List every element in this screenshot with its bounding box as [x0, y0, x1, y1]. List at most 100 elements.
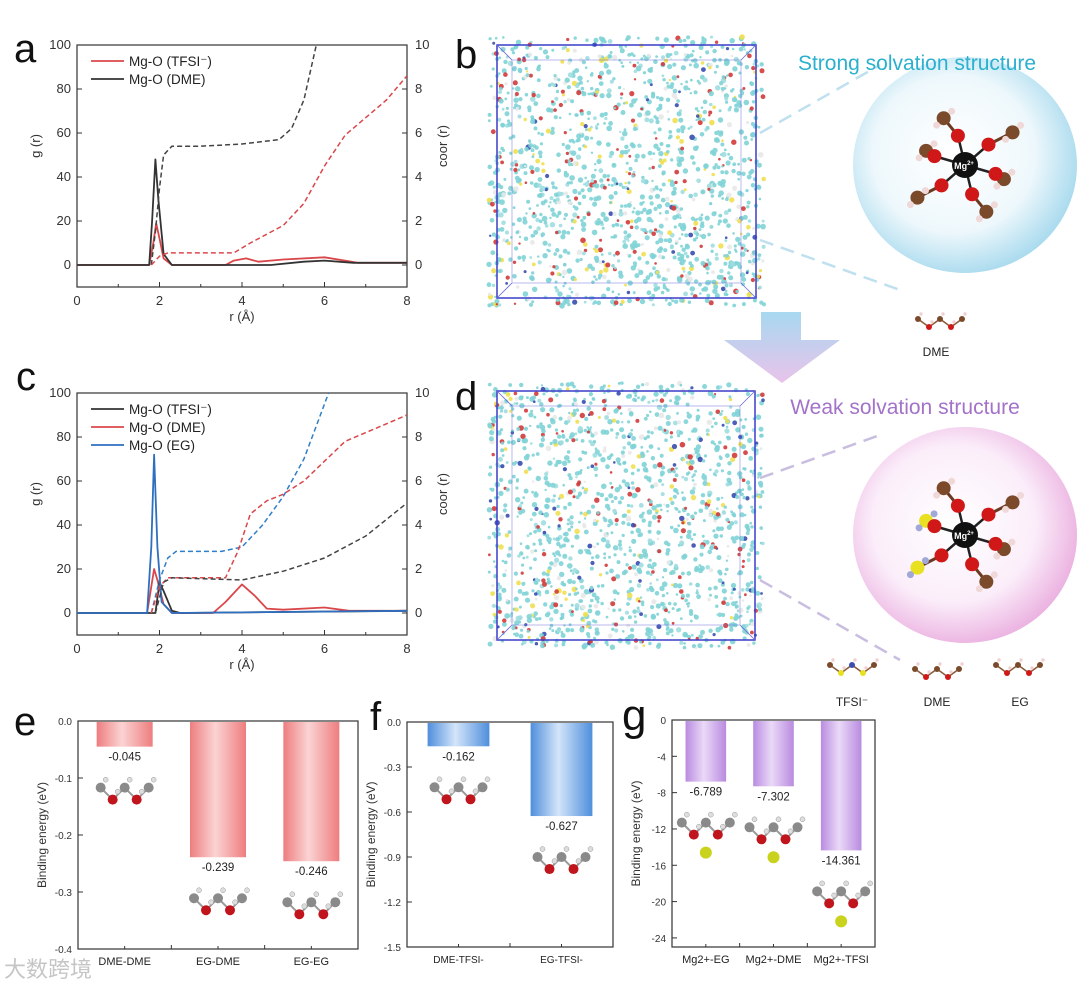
mg-ion [952, 522, 978, 548]
zoom-guide-line [759, 578, 901, 662]
series-line-3 [150, 393, 330, 614]
molecule-icon [744, 816, 806, 864]
box-edge [740, 282, 757, 299]
molecule-icon [532, 846, 594, 875]
bar-value-label: -0.627 [545, 821, 578, 833]
mg-label: Mg [954, 531, 967, 541]
molecule-icon [812, 880, 873, 928]
x-category-label: EG-TFSI- [540, 955, 583, 966]
y2-tick-label: 8 [415, 429, 422, 444]
series-line-0 [77, 222, 407, 266]
zoom-guide-line [759, 238, 901, 292]
strong-solvation-title: Strong solvation structure [798, 52, 1036, 75]
simulation-box [496, 44, 757, 299]
y-tick-label: 40 [57, 517, 71, 532]
y2-tick-label: 6 [415, 125, 422, 140]
series-line-1 [77, 581, 407, 614]
y-tick-label: -1.5 [384, 943, 402, 954]
x-category-label: Mg2+-EG [682, 954, 729, 966]
x-tick-label: 2 [156, 641, 163, 656]
zoom-guide-line [759, 433, 881, 480]
svg-text:Mg2+: Mg2+ [954, 161, 974, 171]
solvation-cluster-icon: Mg2+ [906, 107, 1025, 223]
bar-EG-EG [283, 722, 340, 862]
y-tick-label: -16 [652, 861, 667, 872]
mg-charge: 2+ [967, 531, 974, 537]
svg-text:Mg2+: Mg2+ [954, 531, 974, 541]
y-tick-label: 80 [57, 429, 71, 444]
bar-Mg2+-EG [685, 721, 727, 782]
y2-tick-label: 2 [415, 213, 422, 228]
panel-label-a: a [14, 27, 37, 71]
series-line-3 [150, 75, 407, 266]
bar-DME-DME [96, 722, 153, 747]
molecule-icon [676, 811, 738, 859]
series-group [77, 45, 407, 266]
y2-tick-label: 10 [415, 37, 429, 52]
mg-ion-icon [699, 846, 712, 859]
y2-tick-label: 0 [415, 257, 422, 272]
strong-molecule-label: DME [923, 345, 950, 359]
y-tick-label: 0.0 [58, 717, 72, 728]
y-tick-label: -12 [652, 825, 667, 836]
bar-value-label: -0.162 [442, 751, 475, 763]
simulation-box-back [511, 59, 742, 284]
transition-arrow-icon [724, 312, 840, 383]
panel-b: b [455, 33, 767, 309]
y-tick-label: -0.6 [384, 808, 402, 819]
y2-tick-label: 8 [415, 81, 422, 96]
y-axis-label: g (r) [28, 134, 43, 158]
x-category-label: EG-EG [294, 956, 329, 968]
bar-value-label: -7.302 [757, 791, 790, 803]
y-tick-label: -8 [657, 789, 666, 800]
y-tick-label: 80 [57, 81, 71, 96]
simulation-box-back [511, 405, 741, 626]
series-line-0 [77, 568, 407, 614]
box-edge [496, 390, 513, 407]
box-edge [496, 44, 513, 61]
panel-label-b: b [455, 33, 477, 77]
x-category-label: Mg2+-TFSI [814, 954, 869, 966]
y2-tick-label: 2 [415, 561, 422, 576]
x-category-label: EG-DME [196, 956, 240, 968]
series-line-5 [154, 502, 407, 614]
y2-tick-label: 6 [415, 473, 422, 488]
box-edge [739, 624, 756, 641]
strong-solvation-sphere: Mg2+ [759, 57, 1077, 292]
y-tick-label: -0.9 [384, 853, 402, 864]
eg-molecule-icon [993, 658, 1045, 676]
series-group [77, 393, 407, 614]
series-line-4 [150, 414, 407, 614]
mg-ion [952, 152, 978, 178]
y-tick-label: 100 [49, 385, 71, 400]
y-tick-label: 40 [57, 169, 71, 184]
legend-entry: Mg-O (TFSI⁻) [129, 402, 212, 417]
bar-EG-TFSI- [530, 723, 593, 817]
y-axis-label: Binding energy (eV) [35, 782, 49, 888]
box-edge [739, 390, 756, 407]
mg-label: Mg [954, 161, 967, 171]
box-edge [740, 44, 757, 61]
bar-value-label: -0.239 [202, 862, 235, 874]
weak-molecule-label: TFSI⁻ [836, 695, 868, 709]
legend-entry: Mg-O (TFSI⁻) [129, 54, 212, 69]
tfsi-molecule-icon [827, 658, 879, 676]
molecule-icon [95, 776, 157, 805]
bar-Mg2+-DME [753, 721, 794, 787]
y-tick-label: 100 [49, 37, 71, 52]
legend-entry: Mg-O (EG) [129, 438, 195, 453]
box-edge [496, 624, 513, 641]
y-tick-label: -0.4 [55, 945, 73, 956]
y-tick-label: -0.2 [55, 831, 73, 842]
weak-molecule-label: EG [1011, 695, 1028, 709]
panel-label-f: f [370, 695, 382, 739]
panel-label-d: d [455, 375, 477, 419]
weak-molecule-label: DME [924, 695, 951, 709]
y-tick-label: 0 [64, 257, 71, 272]
y2-tick-label: 0 [415, 605, 422, 620]
solvation-cluster-icon: Mg2+ [906, 477, 1025, 593]
x-tick-label: 8 [403, 641, 410, 656]
y-axis-label: Binding energy (eV) [629, 780, 643, 886]
